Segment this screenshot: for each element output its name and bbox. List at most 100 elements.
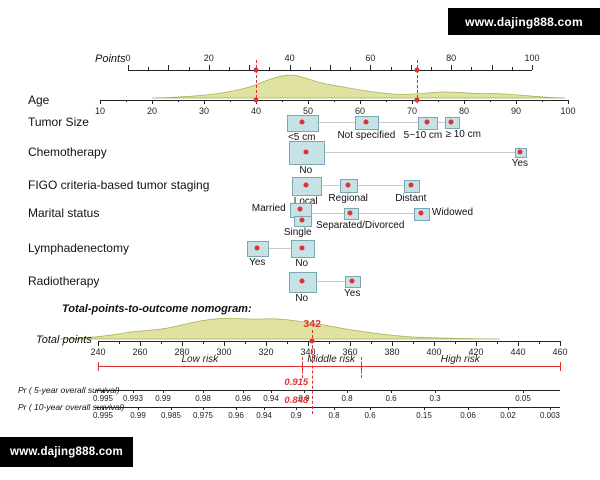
- total-points-tick: [308, 341, 309, 346]
- survival-tick: [203, 390, 204, 393]
- age-axis-minor-tick: [542, 100, 543, 102]
- total-points-minor-tick: [287, 341, 288, 344]
- age-marker-dot-age: [253, 97, 259, 103]
- total-points-tick: [224, 341, 225, 346]
- points-axis-tick: [410, 65, 412, 70]
- section-title: Total-points-to-outcome nomogram:: [62, 303, 252, 315]
- points-axis-tick: [330, 65, 331, 70]
- survival-tick: [304, 390, 305, 393]
- survival-tick: [523, 390, 524, 393]
- total-points-tick: [266, 341, 267, 346]
- total-points-tick-label: 280: [174, 347, 190, 357]
- survival-tick-label: 0.8: [341, 394, 353, 403]
- survival-tick-label: 0.995: [92, 411, 114, 420]
- predictor-connector-line: [288, 152, 525, 153]
- category-label: Regional: [328, 193, 368, 204]
- survival-tick: [264, 407, 265, 410]
- age-axis-minor-tick: [126, 100, 127, 102]
- points-axis-minor-tick: [350, 67, 352, 70]
- category-label: Distant: [395, 192, 427, 204]
- category-label: No: [295, 292, 309, 304]
- total-points-marker-value: 342: [303, 318, 321, 330]
- survival-tick-label: 0.05: [515, 394, 531, 403]
- survival-tick-label: 0.003: [539, 411, 561, 420]
- watermark-top-right: www.dajing888.com: [448, 8, 600, 35]
- predictor-connector-line: [288, 281, 360, 282]
- category-dot: [299, 217, 305, 223]
- points-axis-tick: [289, 65, 291, 70]
- total-points-tick: [392, 341, 393, 346]
- category-dot: [303, 149, 309, 155]
- points-axis-tick-label: 20: [203, 53, 214, 63]
- age-axis-tick-label: 30: [198, 106, 210, 116]
- risk-band-label: Low risk: [181, 354, 219, 365]
- survival-axis-label: Pr ( 10-year overall survival): [18, 402, 125, 412]
- category-label: Separated/Divorced: [315, 220, 405, 231]
- predictor-label: Lymphadenectomy: [28, 241, 129, 255]
- age-marker-dot-points: [414, 67, 420, 73]
- predictor-label: Chemotherapy: [28, 145, 107, 159]
- total-points-minor-tick: [329, 341, 330, 344]
- points-axis-minor-tick: [148, 67, 150, 70]
- total-points-minor-tick: [497, 341, 498, 344]
- age-axis-minor-tick: [178, 100, 179, 102]
- survival-tick-label: 0.06: [460, 411, 476, 420]
- points-axis-tick-label: 60: [365, 53, 376, 63]
- risk-boundary-bar: [560, 362, 561, 371]
- category-dot: [408, 182, 414, 188]
- survival-axis-line: [95, 407, 560, 408]
- risk-boundary-bar: [98, 362, 99, 371]
- age-axis-tick: [568, 100, 569, 104]
- survival-tick: [508, 407, 509, 410]
- total-points-tick-label: 340: [300, 347, 316, 357]
- points-axis-minor-tick: [309, 67, 311, 70]
- age-axis-tick: [516, 100, 517, 104]
- points-axis-tick: [249, 65, 251, 70]
- total-points-density-curve: [59, 317, 501, 340]
- points-axis-tick: [532, 65, 533, 70]
- total-points-tick: [350, 341, 351, 346]
- points-axis-minor-tick: [269, 67, 271, 70]
- survival-tick-label: 0.995: [92, 394, 114, 403]
- survival-10yr-marker-value: 0.848: [284, 395, 309, 406]
- total-points-tick: [560, 341, 561, 346]
- category-label: Yes: [511, 158, 529, 169]
- category-label: No: [295, 258, 309, 269]
- age-axis-tick-label: 100: [560, 106, 576, 116]
- survival-tick-label: 0.94: [256, 411, 272, 420]
- points-axis-tick-label: 0: [125, 53, 131, 63]
- total-points-minor-tick: [203, 341, 204, 344]
- age-axis-tick-label: 80: [458, 106, 470, 116]
- category-label: Married: [251, 203, 286, 214]
- total-points-tick: [434, 341, 435, 346]
- survival-tick: [347, 390, 348, 393]
- survival-tick: [133, 390, 134, 393]
- survival-tick-label: 0.96: [228, 411, 244, 420]
- points-axis-minor-tick: [390, 67, 392, 70]
- survival-tick-label: 0.975: [192, 411, 214, 420]
- points-axis-minor-tick: [229, 67, 230, 70]
- age-axis-minor-tick: [230, 100, 231, 102]
- survival-tick: [138, 407, 139, 410]
- total-points-tick: [476, 341, 477, 346]
- points-axis-tick-label: 40: [284, 53, 295, 63]
- survival-tick-label: 0.8: [328, 411, 340, 420]
- category-dot: [347, 210, 353, 216]
- predictor-label: Tumor Size: [28, 115, 89, 129]
- age-axis-tick-label: 50: [302, 106, 314, 116]
- risk-band-label: Middle risk: [307, 354, 355, 365]
- predictor-connector-line: [247, 248, 313, 249]
- age-axis-tick-label: 90: [510, 106, 522, 116]
- survival-tick-label: 0.993: [122, 394, 144, 403]
- points-axis-tick-label: 80: [446, 53, 457, 63]
- total-points-tick-label: 380: [384, 347, 400, 357]
- survival-tick-label: 0.6: [364, 411, 376, 420]
- risk-boundary-dashed-line: [360, 357, 362, 378]
- points-axis-line: [128, 70, 532, 71]
- age-axis-minor-tick: [490, 100, 491, 102]
- survival-tick-label: 0.94: [263, 394, 279, 403]
- points-axis-tick-label: 100: [524, 53, 540, 63]
- total-points-tick-label: 240: [90, 347, 106, 357]
- age-axis-tick: [360, 100, 361, 104]
- category-label: Widowed: [431, 207, 474, 218]
